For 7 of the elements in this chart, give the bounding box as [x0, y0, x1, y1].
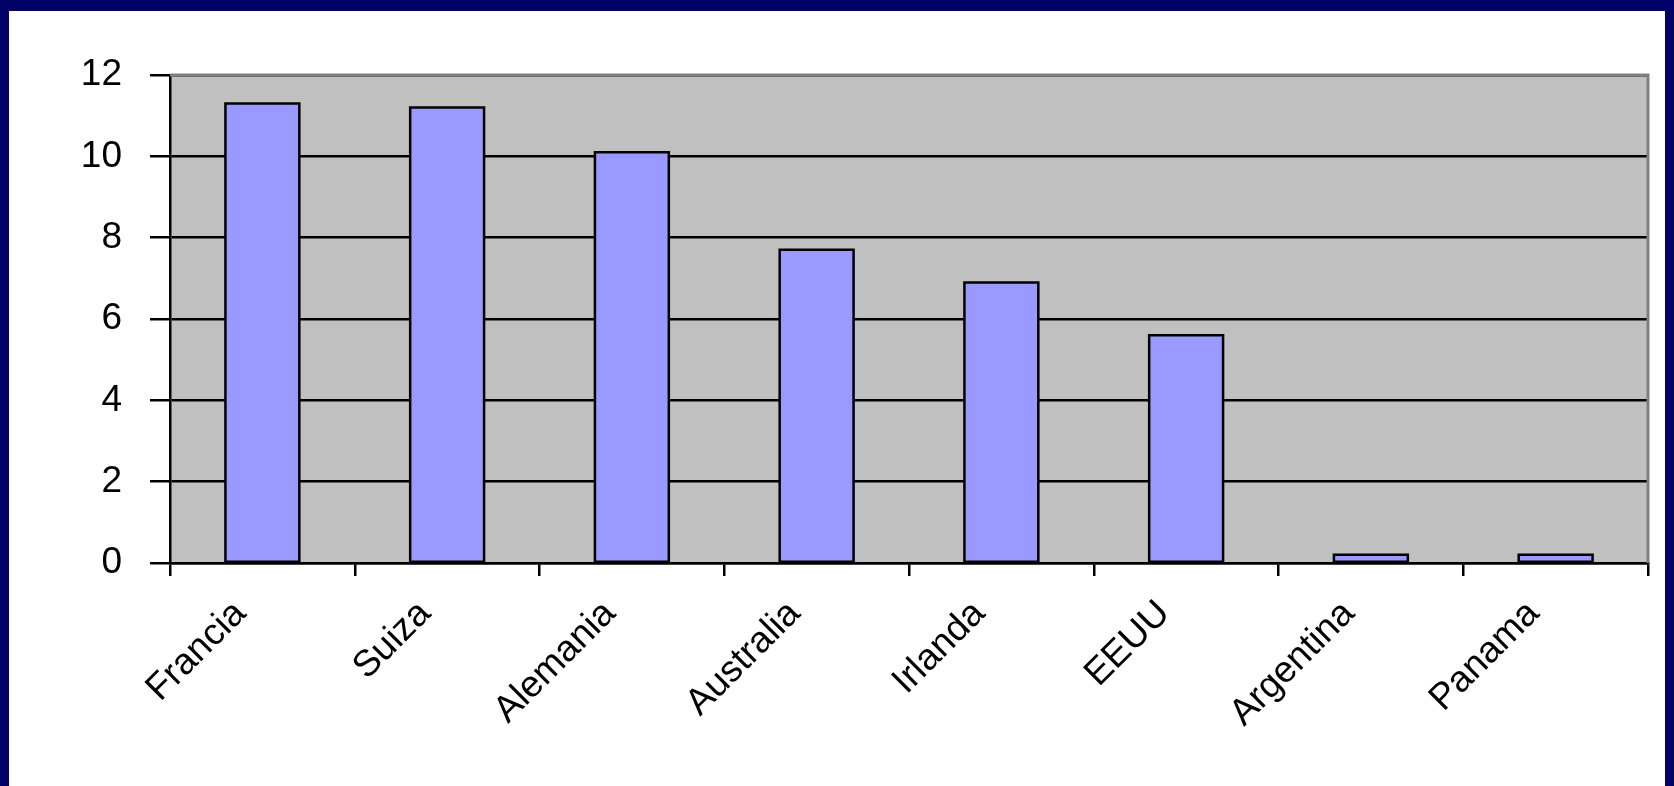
y-tick-label: 0: [101, 540, 122, 582]
y-tick-label: 2: [101, 458, 122, 500]
y-tick-label: 8: [101, 214, 122, 256]
y-tick-label: 6: [101, 296, 122, 338]
y-tick-label: 4: [101, 377, 122, 419]
y-tick-label: 12: [80, 52, 122, 94]
y-tick-label: 10: [80, 133, 122, 175]
